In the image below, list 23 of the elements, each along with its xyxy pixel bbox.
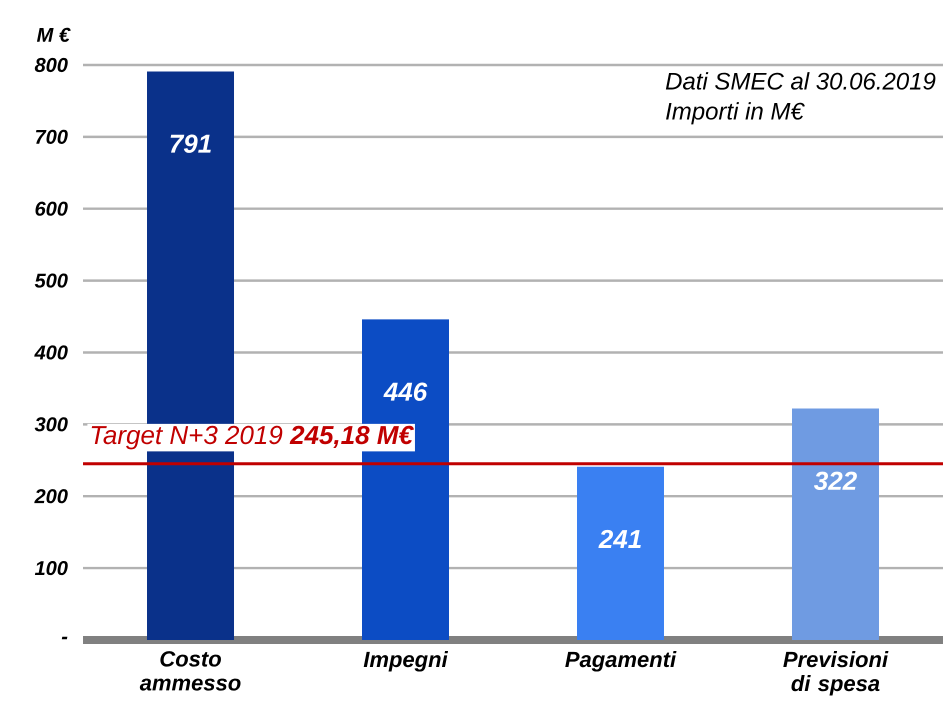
annotation: Importi in M€ xyxy=(666,102,805,124)
data-label: 241 xyxy=(598,530,641,548)
y-tick-label: 800 xyxy=(34,58,68,72)
y-tick-label: 300 xyxy=(34,417,68,432)
x-tick-label: Pagamenti xyxy=(565,651,676,672)
ref-line-label: Target N+3 2019 245,18 M€ xyxy=(92,426,414,450)
data-label: 446 xyxy=(383,382,428,401)
y-tick-label: 200 xyxy=(34,489,68,504)
x-tick-label: Impegni xyxy=(364,651,448,672)
y-tick-label: 500 xyxy=(34,274,68,288)
annotation: Dati SMEC al 30.06.2019 xyxy=(666,72,936,90)
y-tick-label: 700 xyxy=(36,130,68,144)
y-tick-label: 400 xyxy=(34,345,68,360)
y-axis-title: M € xyxy=(36,28,71,42)
bar xyxy=(577,466,664,640)
bar xyxy=(792,408,879,640)
y-tick-label: 600 xyxy=(36,202,68,216)
data-label: 322 xyxy=(814,472,857,490)
x-tick-label: Costo ammesso xyxy=(140,651,241,691)
x-tick-label: Previsioni di spesa xyxy=(783,651,888,696)
y-tick-label: - xyxy=(62,636,68,640)
y-tick-label: 100 xyxy=(34,561,68,576)
data-label: 791 xyxy=(170,134,211,153)
